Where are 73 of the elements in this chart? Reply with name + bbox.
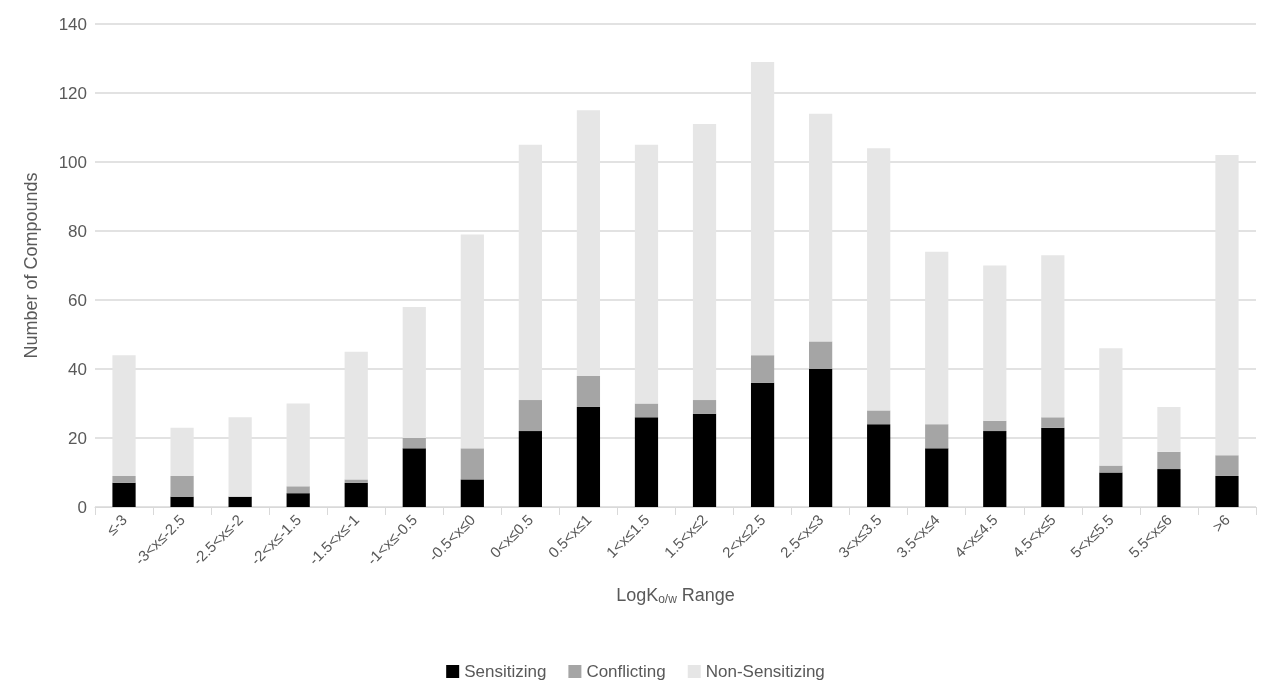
bar [576, 110, 601, 376]
bar [286, 493, 310, 507]
bar [692, 413, 717, 507]
bar [750, 355, 775, 383]
y-tick-label: 60 [68, 290, 87, 310]
bar [925, 251, 949, 425]
y-tick-label: 20 [68, 428, 87, 448]
bar [518, 431, 542, 507]
bar [286, 486, 310, 494]
bar [809, 113, 833, 342]
bar [809, 369, 833, 507]
bar [750, 61, 775, 356]
bar [402, 306, 426, 438]
bar [983, 431, 1007, 507]
bar [460, 448, 484, 480]
bar [402, 438, 426, 449]
y-tick-label: 40 [68, 359, 87, 379]
bar [867, 410, 891, 425]
bar [1041, 255, 1065, 418]
bar [170, 475, 194, 497]
legend-label: Non-Sensitizing [705, 662, 825, 681]
bar [112, 482, 136, 507]
bar [867, 148, 891, 411]
legend-label: Conflicting [586, 662, 666, 681]
bar [518, 144, 542, 401]
bar [634, 417, 659, 507]
x-tick-label: ≤-3 [102, 510, 131, 539]
bar [867, 424, 891, 507]
bar [460, 479, 484, 507]
bar [1099, 348, 1123, 466]
bar [518, 400, 542, 432]
bar [983, 420, 1007, 432]
bar [344, 351, 368, 480]
bar [925, 448, 949, 507]
bar [286, 403, 310, 487]
y-axis-title: Number of Compounds [21, 172, 41, 359]
bar [750, 382, 775, 507]
bar [634, 144, 659, 404]
bar [228, 496, 252, 507]
x-tick-label: >6 [1208, 510, 1233, 536]
bar [1157, 406, 1181, 452]
bar [576, 406, 601, 507]
bar [402, 448, 426, 507]
bar [1215, 475, 1239, 507]
bar [112, 355, 136, 476]
bar [344, 482, 368, 507]
bar [692, 400, 717, 414]
y-tick-label: 120 [58, 83, 87, 103]
bar [1099, 472, 1123, 507]
bar [983, 265, 1007, 421]
bar [692, 124, 717, 401]
bar [170, 427, 194, 476]
bar [228, 417, 252, 497]
bar [925, 424, 949, 449]
bar [809, 341, 833, 369]
bar [170, 496, 194, 507]
bar [1157, 451, 1181, 470]
y-tick-label: 100 [58, 152, 87, 172]
bar [1157, 469, 1181, 507]
y-tick-label: 140 [58, 14, 87, 34]
bar [634, 403, 659, 418]
bar [1041, 417, 1065, 428]
bar [344, 479, 368, 483]
bar [112, 475, 136, 483]
legend-label: Sensitizing [464, 662, 547, 681]
bar [1041, 427, 1065, 507]
bar [1215, 455, 1239, 476]
y-tick-label: 80 [68, 221, 87, 241]
bar [576, 375, 601, 407]
bar [1215, 155, 1239, 456]
bar [1099, 465, 1123, 473]
y-tick-label: 0 [77, 497, 87, 517]
bar [460, 234, 484, 449]
